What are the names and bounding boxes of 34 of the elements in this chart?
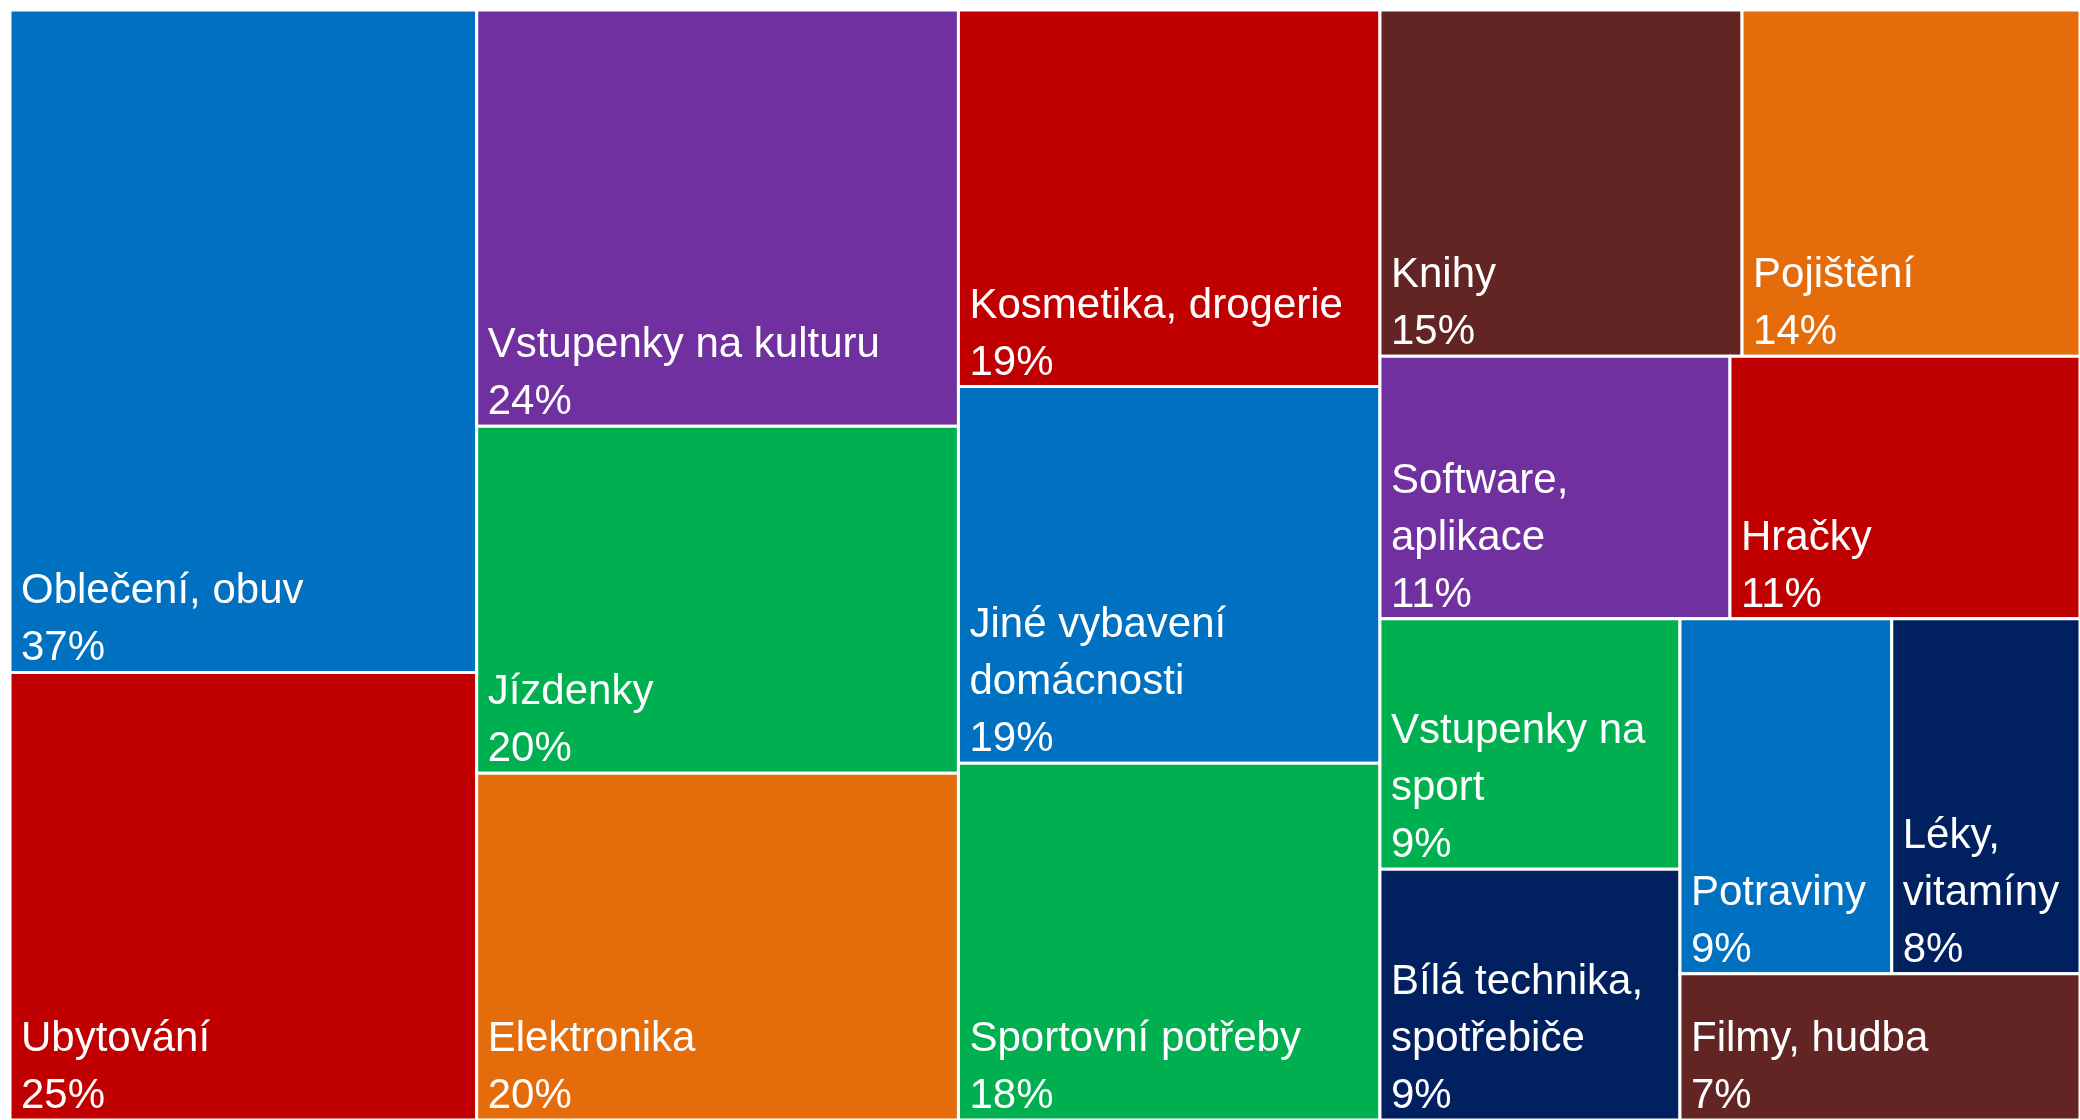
category-label: Léky, vitamíny (1902, 809, 2060, 914)
category-label: Kosmetika, drogerie (969, 279, 1343, 327)
data-label: 14% (1753, 306, 1838, 354)
category-label: Knihy (1390, 249, 1497, 297)
data-label: 9% (1390, 819, 1452, 867)
category-label: Vstupenky na kulturu (487, 319, 880, 367)
category-label: Ubytování (21, 1013, 211, 1060)
category-label: Pojištění (1753, 249, 1915, 297)
category-label: Hračky (1740, 511, 1872, 559)
data-label: 9% (1390, 1070, 1452, 1117)
data-label: 37% (21, 622, 106, 670)
category-label: Jiné vybavení domácnosti (969, 599, 1227, 704)
data-label: 7% (1690, 1070, 1752, 1117)
category-label: Elektronika (487, 1013, 697, 1060)
category-label: Oblečení, obuv (21, 565, 304, 613)
category-label: Software, aplikace (1390, 454, 1569, 559)
category-label: Sportovní potřeby (969, 1013, 1301, 1060)
data-label: 11% (1390, 568, 1472, 616)
data-label: 9% (1690, 923, 1752, 971)
data-label: 25% (21, 1070, 106, 1117)
data-label: 19% (969, 713, 1054, 761)
data-label: 15% (1390, 306, 1476, 354)
data-label: 24% (487, 376, 572, 424)
category-label: Potraviny (1690, 866, 1867, 914)
data-label: 20% (487, 723, 572, 771)
category-label: Jízdenky (487, 666, 654, 714)
category-label: Vstupenky na sport (1390, 705, 1647, 810)
category-label: Filmy, hudba (1690, 1013, 1929, 1060)
data-label: 18% (969, 1070, 1054, 1117)
data-label: 19% (969, 336, 1054, 384)
category-label: Bílá technika, spotřebiče (1390, 956, 1644, 1060)
data-label: 11% (1740, 568, 1822, 616)
data-label: 20% (487, 1070, 572, 1117)
data-label: 8% (1902, 923, 1964, 971)
